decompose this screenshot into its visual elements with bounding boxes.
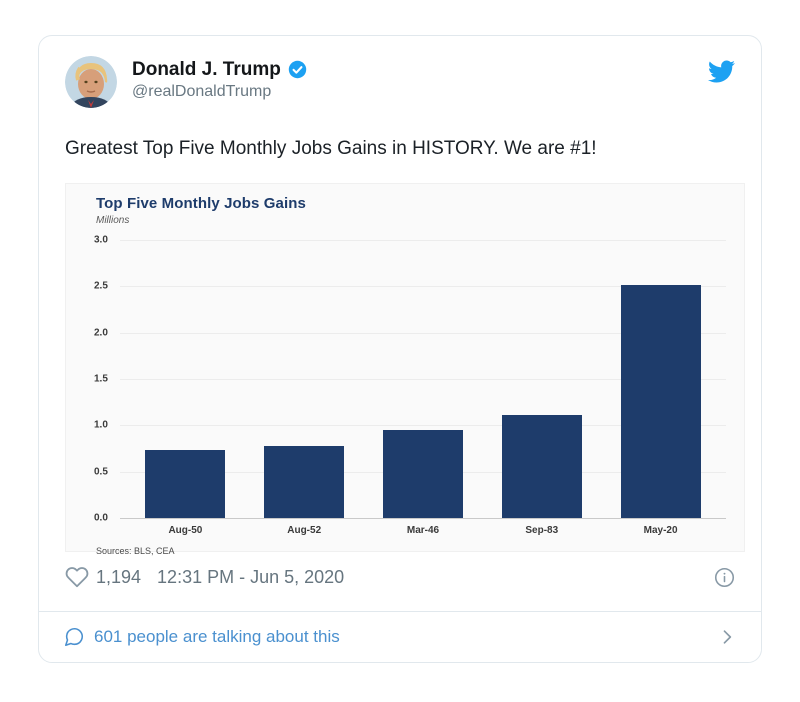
bar-slot [364,240,483,518]
gridline [120,332,726,334]
chart-title: Top Five Monthly Jobs Gains [96,195,306,212]
x-axis-labels: Aug-50 Aug-52 Mar-46 Sep-83 May-20 [120,525,726,536]
gridline [120,379,726,380]
timestamp[interactable]: 12:31 PM - Jun 5, 2020 [157,566,345,587]
gridline [120,518,726,519]
bar-Mar-46 [382,429,463,518]
y-tick-label: 1.0 [94,419,108,431]
chevron-right-icon[interactable] [717,627,737,647]
y-tick-label: 0.0 [94,512,108,524]
tweet-text: Greatest Top Five Monthly Jobs Gains in … [65,138,597,159]
like-count[interactable]: 1,194 [96,566,142,587]
author-name[interactable]: Donald J. Trump [132,59,281,80]
tweet-card: Donald J. Trump @realDonaldTrump Greates… [38,35,762,663]
plot-area: 3.0 2.5 2.0 1.5 1.0 0.5 0.0 [94,235,726,524]
x-tick-label: Aug-50 [168,525,203,536]
bars-container [120,240,726,518]
y-tick-label: 0.5 [94,466,108,478]
x-tick-label: Aug-52 [287,525,322,536]
gridline [120,286,726,288]
info-icon[interactable] [714,567,735,588]
chart-source-note: Sources: BLS, CEA [96,546,175,556]
tweet-footer-bar: 601 people are talking about this [39,611,761,662]
bar-slot [601,240,720,518]
twitter-logo-icon[interactable] [708,58,735,85]
verified-badge-icon [288,60,307,79]
author-handle[interactable]: @realDonaldTrump [132,83,272,100]
y-tick-label: 3.0 [94,234,108,246]
author-block: Donald J. Trump @realDonaldTrump [132,56,307,101]
conversation-link[interactable]: 601 people are talking about this [94,627,340,646]
bar-slot [245,240,364,518]
bar-May-20 [620,285,701,518]
bar-Sep-83 [501,415,582,518]
y-tick-label: 2.0 [94,327,108,339]
avatar[interactable] [65,56,117,108]
y-tick-label: 2.5 [94,280,108,292]
gridline [120,425,726,427]
y-tick-label: 1.5 [94,373,108,385]
bar-slot [126,240,245,518]
like-heart-icon[interactable] [65,565,89,589]
speech-bubble-icon[interactable] [63,626,85,648]
x-tick-label: Sep-83 [525,525,559,536]
tweet-meta-row: 1,194 12:31 PM - Jun 5, 2020 [65,565,735,589]
x-tick-label: Mar-46 [406,525,440,536]
x-tick-label: May-20 [643,525,678,536]
avatar-image [65,56,117,108]
tweet-media-chart[interactable]: Top Five Monthly Jobs Gains Millions 3.0… [65,183,745,556]
chart-y-axis-unit-label: Millions [96,215,130,226]
gridline [120,240,726,241]
bar-Aug-52 [264,445,345,518]
bar-Aug-50 [145,450,226,518]
tweet-header: Donald J. Trump @realDonaldTrump [65,56,735,108]
bar-slot [482,240,601,518]
